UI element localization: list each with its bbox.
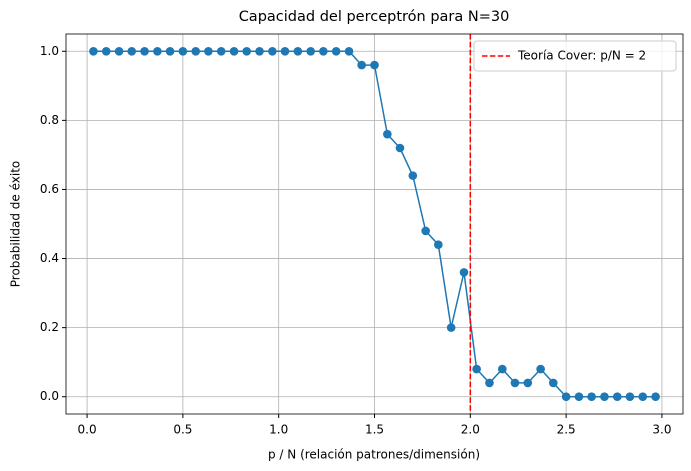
data-point bbox=[561, 392, 571, 402]
x-tick-label: 1.0 bbox=[269, 423, 288, 437]
data-point bbox=[242, 46, 251, 56]
legend-label: Teoría Cover: p/N = 2 bbox=[517, 49, 646, 63]
y-tick-label: 0.0 bbox=[40, 389, 59, 403]
data-point bbox=[370, 60, 379, 70]
data-point bbox=[587, 392, 596, 402]
data-point bbox=[268, 46, 277, 56]
y-tick-label: 0.4 bbox=[40, 251, 59, 265]
data-point bbox=[523, 378, 533, 388]
x-tick-label: 2.5 bbox=[557, 423, 576, 437]
y-axis-label: Probabilidad de éxito bbox=[9, 161, 23, 288]
data-point bbox=[421, 226, 430, 236]
data-point bbox=[229, 46, 239, 56]
legend: Teoría Cover: p/N = 2 bbox=[473, 40, 677, 72]
x-tick-label: 3.0 bbox=[652, 423, 671, 437]
data-point bbox=[459, 268, 469, 277]
x-tick-label: 0.0 bbox=[78, 423, 97, 437]
data-point bbox=[204, 46, 213, 56]
data-point bbox=[319, 46, 328, 56]
data-point bbox=[498, 364, 507, 374]
data-point bbox=[357, 60, 366, 70]
y-tick-label: 0.2 bbox=[40, 320, 59, 334]
data-point bbox=[408, 171, 418, 180]
data-point bbox=[574, 392, 584, 402]
data-point bbox=[434, 240, 443, 250]
x-tick-label: 1.5 bbox=[365, 423, 384, 437]
data-point bbox=[255, 46, 264, 56]
data-point bbox=[216, 46, 226, 56]
data-point bbox=[306, 46, 315, 56]
data-point bbox=[280, 46, 290, 56]
data-point bbox=[191, 46, 201, 56]
data-point bbox=[140, 46, 149, 56]
y-tick-label: 1.0 bbox=[40, 44, 59, 58]
data-point bbox=[638, 392, 648, 402]
data-point bbox=[651, 392, 660, 402]
chart-title: Capacidad del perceptrón para N=30 bbox=[239, 9, 510, 25]
x-tick-label: 0.5 bbox=[173, 423, 192, 437]
y-tick-label: 0.8 bbox=[40, 113, 59, 127]
y-tick-label: 0.6 bbox=[40, 182, 59, 196]
data-point bbox=[89, 46, 98, 56]
data-point bbox=[446, 323, 456, 332]
data-point bbox=[472, 364, 481, 374]
data-point bbox=[331, 46, 341, 56]
data-point bbox=[127, 46, 137, 56]
data-point bbox=[625, 392, 635, 402]
data-point bbox=[612, 392, 622, 402]
data-point bbox=[114, 46, 124, 56]
data-point bbox=[548, 378, 558, 388]
plot-frame bbox=[65, 33, 684, 415]
data-point bbox=[383, 129, 392, 139]
data-point bbox=[600, 392, 609, 402]
data-point bbox=[395, 143, 405, 153]
data-point bbox=[344, 46, 354, 56]
x-axis-label: p / N (relación patrones/dimensión) bbox=[268, 448, 480, 462]
legend-box bbox=[473, 40, 677, 72]
data-point bbox=[485, 378, 494, 388]
data-point bbox=[510, 378, 520, 388]
data-point bbox=[178, 46, 188, 56]
data-point bbox=[101, 46, 111, 56]
data-point bbox=[536, 364, 545, 374]
x-tick-label: 2.0 bbox=[461, 423, 480, 437]
data-point bbox=[293, 46, 303, 56]
data-point bbox=[153, 46, 162, 56]
data-point bbox=[165, 46, 175, 56]
